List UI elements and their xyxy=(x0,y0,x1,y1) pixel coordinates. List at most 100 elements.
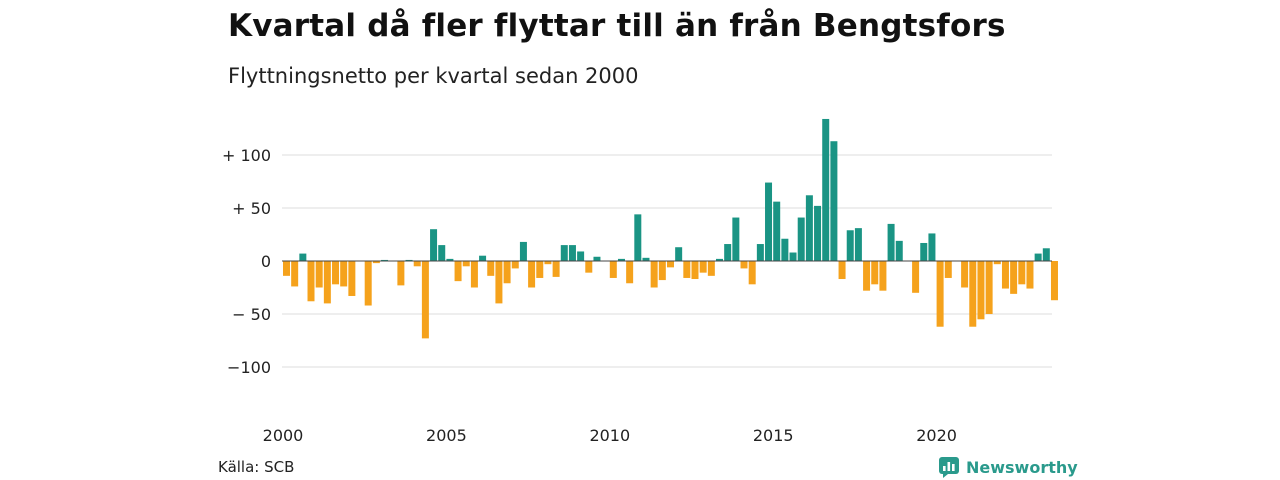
brand-name: Newsworthy xyxy=(966,457,1078,477)
bar xyxy=(977,261,985,320)
bar xyxy=(470,261,478,288)
bar xyxy=(928,233,936,261)
bar xyxy=(307,261,315,302)
bar xyxy=(585,261,593,273)
bar xyxy=(1001,261,1009,289)
bar xyxy=(528,261,536,288)
bar xyxy=(642,257,650,261)
bar xyxy=(846,230,854,261)
bar xyxy=(609,261,617,278)
bar xyxy=(405,259,413,261)
bar xyxy=(765,182,773,261)
bar xyxy=(291,261,299,287)
bar xyxy=(536,261,544,278)
x-tick-label: 2005 xyxy=(426,426,467,445)
bar xyxy=(724,244,732,261)
bar xyxy=(740,261,748,269)
bar xyxy=(683,261,691,278)
x-tick-label: 2010 xyxy=(589,426,630,445)
chart-subtitle: Flyttningsnetto per kvartal sedan 2000 xyxy=(228,64,639,88)
x-tick-label: 2020 xyxy=(916,426,957,445)
bar xyxy=(699,261,707,273)
bar xyxy=(936,261,944,327)
bar xyxy=(438,245,446,261)
bar xyxy=(961,261,969,288)
bar xyxy=(1034,253,1042,261)
bar xyxy=(495,261,503,304)
bar xyxy=(544,261,552,265)
bar xyxy=(912,261,920,293)
bar xyxy=(626,261,634,284)
newsworthy-icon xyxy=(939,457,959,478)
bar xyxy=(920,242,928,261)
bar-chart: + 100 + 50 0 − 50 −100 2000 2005 2010 2015 2020 xyxy=(222,118,1058,445)
x-tick-label: 2000 xyxy=(263,426,304,445)
bar xyxy=(822,118,830,262)
bar xyxy=(650,261,658,288)
bar xyxy=(691,261,699,280)
bar xyxy=(1018,261,1026,285)
bar xyxy=(756,244,764,261)
bar xyxy=(364,261,372,306)
bar xyxy=(666,261,674,268)
y-tick-label: −100 xyxy=(227,358,271,377)
bar xyxy=(413,261,421,267)
bar xyxy=(985,261,993,314)
bar xyxy=(487,261,495,276)
bar xyxy=(479,255,487,261)
bar xyxy=(871,261,879,285)
bar xyxy=(789,252,797,261)
bar xyxy=(732,217,740,261)
bar xyxy=(814,205,822,261)
bar xyxy=(1010,261,1018,294)
bar xyxy=(675,247,683,261)
bar xyxy=(381,259,389,261)
bar xyxy=(805,195,813,261)
bar xyxy=(879,261,887,291)
bar xyxy=(503,261,511,284)
bar xyxy=(340,261,348,287)
bar xyxy=(707,261,715,276)
bar xyxy=(299,253,307,261)
bar xyxy=(454,261,462,282)
y-tick-label: − 50 xyxy=(232,305,271,324)
bar xyxy=(560,245,568,261)
chart-title: Kvartal då fler flyttar till än från Ben… xyxy=(228,8,1006,44)
bar xyxy=(748,261,756,285)
bar xyxy=(315,261,323,288)
bar xyxy=(372,261,380,264)
bar xyxy=(773,201,781,261)
y-tick-label: + 50 xyxy=(232,199,271,218)
bar xyxy=(519,241,527,261)
bar xyxy=(568,245,576,261)
bar xyxy=(716,258,724,261)
bar xyxy=(552,261,560,277)
bar xyxy=(283,261,290,276)
bar xyxy=(593,256,601,261)
bar xyxy=(887,223,895,261)
bar xyxy=(462,261,470,267)
bar xyxy=(1050,261,1058,301)
bar xyxy=(430,229,438,261)
bar xyxy=(895,240,903,261)
bar xyxy=(830,141,838,261)
bar xyxy=(797,217,805,261)
bar xyxy=(348,261,356,296)
bar xyxy=(969,261,977,327)
bar xyxy=(397,261,405,286)
y-tick-label: 0 xyxy=(261,252,271,271)
bar xyxy=(944,261,952,278)
bar xyxy=(1026,261,1034,289)
bar xyxy=(781,238,789,261)
bar xyxy=(993,261,1001,265)
bar xyxy=(421,261,429,339)
x-tick-label: 2015 xyxy=(753,426,794,445)
bar xyxy=(658,261,666,281)
y-tick-label: + 100 xyxy=(222,146,271,165)
source-note: Källa: SCB xyxy=(218,458,295,476)
bar xyxy=(446,258,454,261)
bar xyxy=(332,261,340,285)
bar xyxy=(577,251,585,261)
bar xyxy=(1042,248,1050,261)
bar xyxy=(634,214,642,261)
